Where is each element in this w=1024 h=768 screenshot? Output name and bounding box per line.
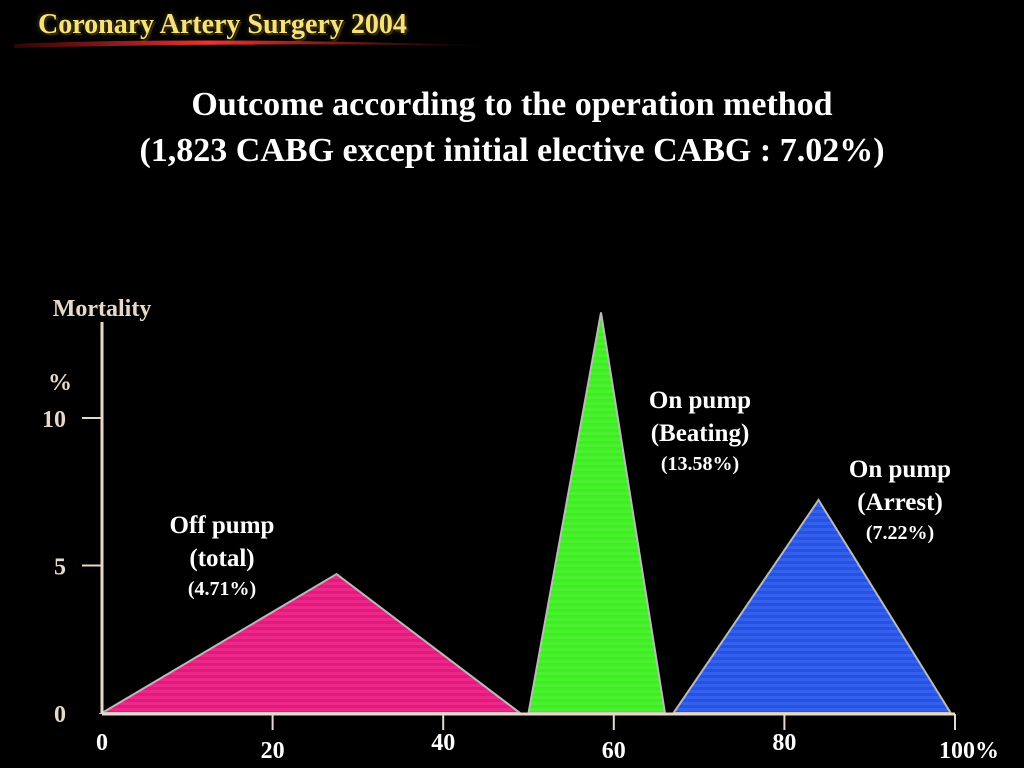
page-title-line1: Outcome according to the operation metho… — [191, 86, 833, 123]
series-label-sub-3: (Arrest) — [857, 489, 943, 516]
header-underline-swoosh — [14, 40, 500, 48]
series-label-3: On pump — [849, 456, 951, 483]
series-value-label-3: (7.22%) — [866, 522, 934, 544]
series-triangle-texture-2 — [528, 312, 665, 713]
series-triangle-texture-1 — [102, 574, 520, 713]
x-tick-label: 20 — [261, 738, 285, 764]
y-tick-label: 5 — [54, 555, 66, 581]
y-axis-unit: % — [48, 370, 72, 396]
page-title: Outcome according to the operation metho… — [0, 82, 1024, 174]
series-triangle-texture-3 — [673, 500, 951, 713]
series-value-label-1: (4.71%) — [188, 578, 256, 600]
series-label-1: Off pump — [170, 512, 275, 539]
page-title-line2: (1,823 CABG except initial elective CABG… — [139, 132, 885, 169]
y-axis-title: Mortality — [53, 296, 152, 322]
header-title: Coronary Artery Surgery 2004 — [38, 9, 407, 40]
x-tick-label: 100% — [939, 738, 999, 764]
x-tick-label: 0 — [96, 730, 108, 756]
series-label-sub-1: (total) — [189, 545, 254, 572]
y-tick-label: 0 — [54, 702, 66, 728]
series-label-sub-2: (Beating) — [651, 420, 750, 447]
y-tick-label: 10 — [42, 407, 66, 433]
x-tick-label: 80 — [772, 730, 796, 756]
x-tick-label: 40 — [431, 730, 455, 756]
series-value-label-2: (13.58%) — [661, 453, 739, 475]
series-label-2: On pump — [649, 387, 751, 414]
x-tick-label: 60 — [602, 738, 626, 764]
